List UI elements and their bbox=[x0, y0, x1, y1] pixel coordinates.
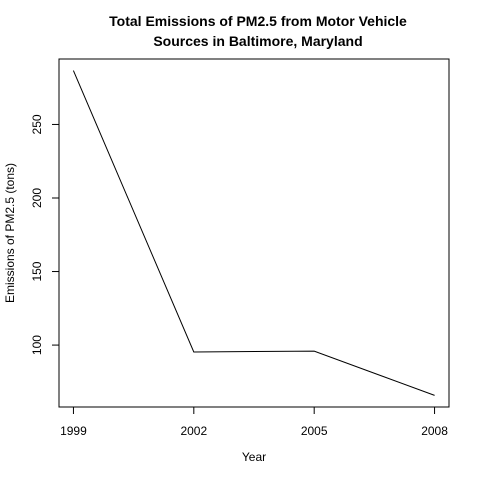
x-tick-label-2005: 2005 bbox=[301, 424, 328, 438]
x-axis-label: Year bbox=[242, 450, 266, 464]
series-group bbox=[72, 70, 435, 396]
y-tick-label-200: 200 bbox=[30, 188, 44, 208]
x-tick-label-1999: 1999 bbox=[60, 424, 87, 438]
y-tick-label-150: 150 bbox=[30, 261, 44, 281]
y-axis-label: Emissions of PM2.5 (tons) bbox=[3, 163, 17, 303]
y-axis: 100 150 200 250 bbox=[30, 114, 60, 355]
y-tick-label-250: 250 bbox=[30, 114, 44, 134]
series-line bbox=[72, 70, 435, 396]
chart-title-line-2: Sources in Baltimore, Maryland bbox=[153, 33, 362, 49]
x-tick-label-2008: 2008 bbox=[421, 424, 448, 438]
chart-title-line-1: Total Emissions of PM2.5 from Motor Vehi… bbox=[109, 13, 407, 29]
x-tick-label-2002: 2002 bbox=[180, 424, 207, 438]
x-axis: 1999 2002 2005 2008 bbox=[60, 406, 448, 438]
y-tick-label-100: 100 bbox=[30, 335, 44, 355]
